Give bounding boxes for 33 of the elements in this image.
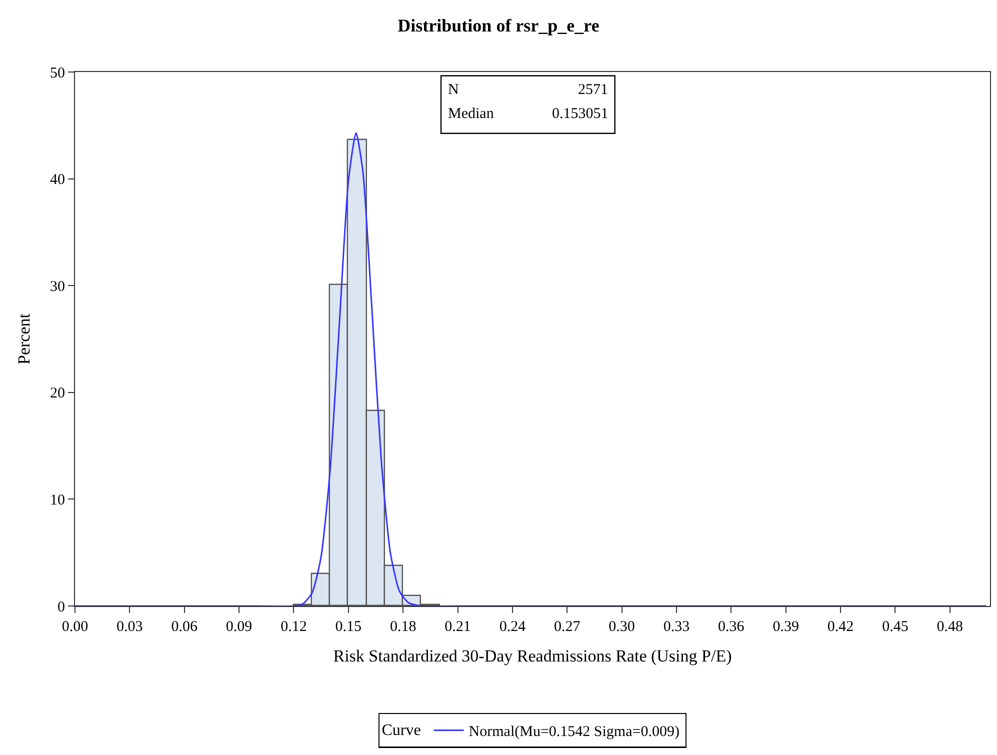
x-tick-label: 0.24 xyxy=(499,619,526,635)
x-tick-label: 0.00 xyxy=(62,619,88,635)
annotation: N xyxy=(448,82,459,98)
x-tick-label: 0.03 xyxy=(116,619,143,635)
annotation: 0.153051 xyxy=(552,106,608,122)
line-series xyxy=(75,132,988,606)
x-tick-label: 0.45 xyxy=(882,619,908,635)
x-tick-label: 0.30 xyxy=(608,619,635,635)
chart-title: Distribution of rsr_p_e_re xyxy=(398,15,600,36)
x-tick-label: 0.09 xyxy=(226,619,252,635)
x-tick-label: 0.12 xyxy=(280,619,307,635)
y-tick-label: 20 xyxy=(50,386,65,402)
legend-title: Curve xyxy=(382,722,421,739)
x-tick-label: 0.42 xyxy=(827,619,854,635)
x-tick-label: 0.39 xyxy=(772,619,799,635)
x-tick-label: 0.27 xyxy=(554,619,581,635)
x-tick-label: 0.06 xyxy=(171,619,198,635)
y-tick-label: 30 xyxy=(50,278,65,295)
y-tick-label: 50 xyxy=(50,65,65,82)
y-tick-label: 0 xyxy=(58,599,65,616)
x-tick-label: 0.21 xyxy=(444,619,471,635)
annotation: 2571 xyxy=(578,82,608,98)
y-tick-label: 10 xyxy=(50,492,65,508)
legend-label: Normal(Mu=0.1542 Sigma=0.009) xyxy=(468,724,680,740)
x-tick-label: 0.48 xyxy=(936,619,964,635)
y-tick-label: 40 xyxy=(50,172,65,188)
y-axis-title: Percent xyxy=(14,313,34,364)
x-tick-label: 0.15 xyxy=(335,619,362,635)
x-tick-label: 0.18 xyxy=(390,619,416,635)
x-axis-title: Risk Standardized 30-Day Readmissions Rate (Using P/E) xyxy=(333,646,732,666)
x-tick-label: 0.36 xyxy=(718,619,745,635)
annotation: Median xyxy=(448,106,494,122)
x-tick-label: 0.33 xyxy=(663,619,690,635)
